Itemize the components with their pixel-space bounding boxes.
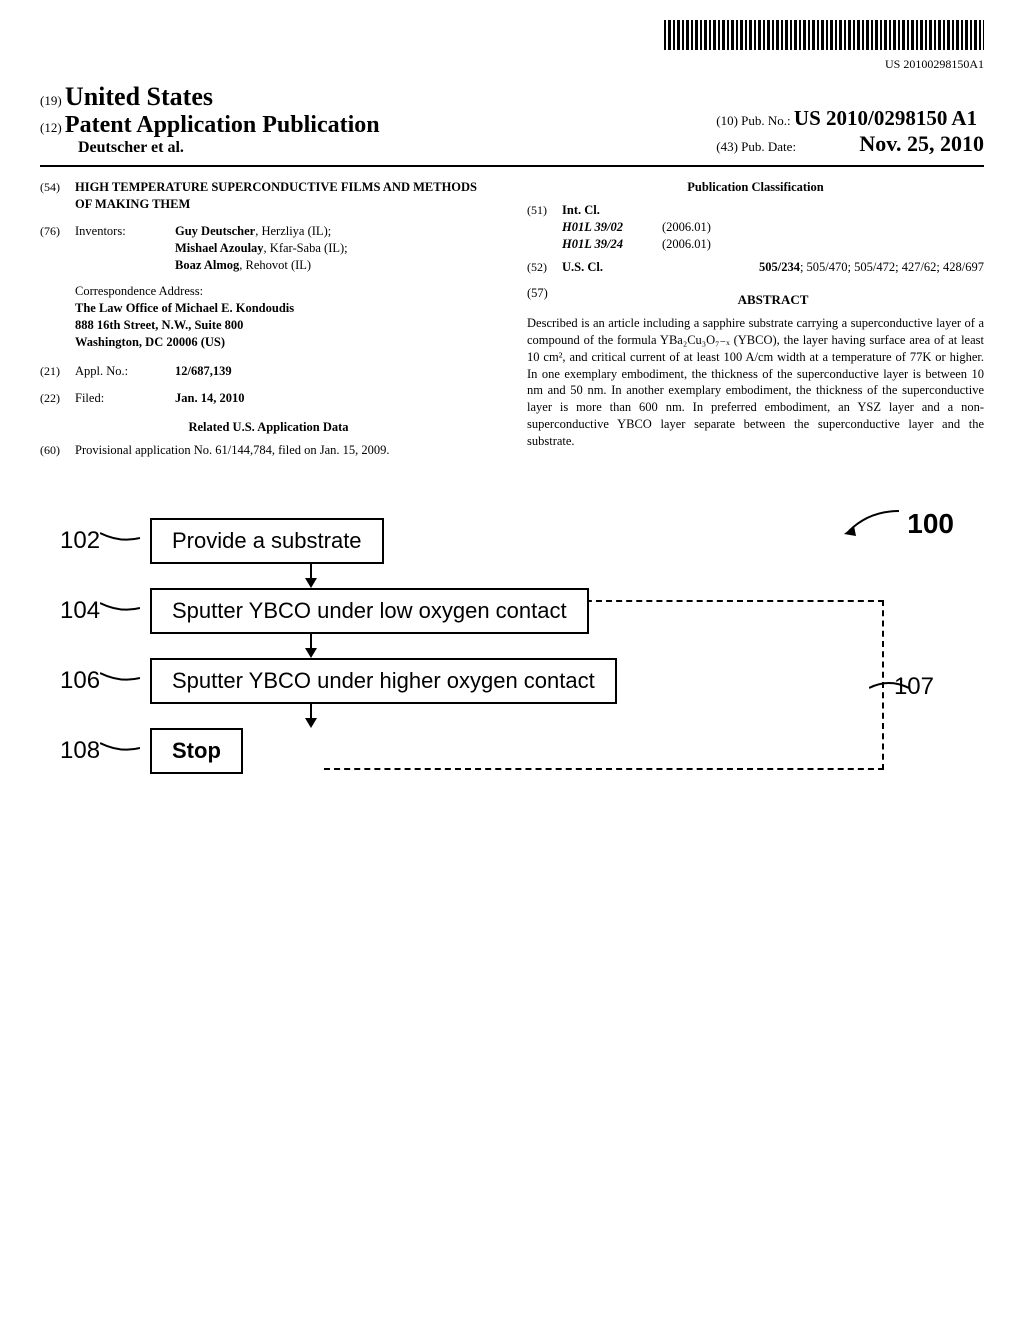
pub-type: Patent Application Publication — [65, 112, 380, 138]
pubdate-code: (43) — [716, 139, 738, 154]
flow-arrow — [305, 634, 984, 658]
inventor-loc: , Kfar-Saba (IL); — [264, 241, 348, 255]
title-field: (54) HIGH TEMPERATURE SUPERCONDUCTIVE FI… — [40, 179, 497, 213]
patent-title: HIGH TEMPERATURE SUPERCONDUCTIVE FILMS A… — [75, 179, 497, 213]
pubno-label: Pub. No.: — [741, 113, 790, 128]
inventor-name: Guy Deutscher — [175, 224, 255, 238]
pub-type-line: (12) Patent Application Publication — [40, 112, 380, 139]
classification-heading: Publication Classification — [527, 179, 984, 196]
related-heading: Related U.S. Application Data — [40, 419, 497, 436]
right-column: Publication Classification (51) Int. Cl.… — [527, 179, 984, 468]
flow-num: 104 — [60, 597, 100, 625]
correspondence-line: The Law Office of Michael E. Kondoudis — [75, 300, 497, 317]
country-name: United States — [65, 82, 213, 111]
intcl-label: Int. Cl. — [562, 202, 622, 219]
inventor-loc: , Herzliya (IL); — [255, 224, 331, 238]
flow-num: 106 — [60, 667, 100, 695]
filed-date: Jan. 14, 2010 — [175, 390, 497, 407]
applno: 12/687,139 — [175, 363, 497, 380]
intcl-code-val: H01L 39/02 — [562, 219, 662, 236]
uscl-code: (52) — [527, 259, 562, 276]
intcl-year: (2006.01) — [662, 236, 711, 253]
flow-arrow — [305, 704, 984, 728]
title-right: (10) Pub. No.: US 2010/0298150 A1 (43) P… — [716, 106, 984, 157]
lead-line-icon — [100, 598, 140, 618]
abstract-code: (57) — [527, 285, 562, 315]
flow-step: 102 Provide a substrate — [150, 518, 984, 564]
correspondence-block: Correspondence Address: The Law Office o… — [75, 283, 497, 351]
barcode-header: US 20100298150A1 — [40, 20, 984, 72]
correspondence-line: 888 16th Street, N.W., Suite 800 — [75, 317, 497, 334]
intcl-year: (2006.01) — [662, 219, 711, 236]
abstract-heading: ABSTRACT — [562, 291, 984, 309]
intcl-code: (51) — [527, 202, 562, 219]
abstract-header-row: (57) ABSTRACT — [527, 285, 984, 315]
authors: Deutscher et al. — [78, 139, 380, 157]
provisional-text: Provisional application No. 61/144,784, … — [75, 442, 497, 459]
inventors-field: (76) Inventors: Guy Deutscher, Herzliya … — [40, 223, 497, 274]
intcl-row: (51) Int. Cl. — [527, 202, 984, 219]
flowchart: 100 107 102 Provide a substrate 104 Sput… — [40, 518, 984, 774]
intcl-list: H01L 39/02(2006.01) H01L 39/24(2006.01) — [562, 219, 984, 253]
flow-box: Stop — [150, 728, 243, 774]
left-column: (54) HIGH TEMPERATURE SUPERCONDUCTIVE FI… — [40, 179, 497, 468]
applno-label: Appl. No.: — [75, 363, 175, 380]
filed-field: (22) Filed: Jan. 14, 2010 — [40, 390, 497, 407]
correspondence-line: Washington, DC 20006 (US) — [75, 334, 497, 351]
barcode-graphic — [664, 20, 984, 50]
country-line: (19) United States — [40, 82, 380, 112]
inventors-code: (76) — [40, 223, 75, 274]
country-code: (19) — [40, 93, 62, 108]
inventors-label: Inventors: — [75, 223, 175, 274]
pubdate-line: (43) Pub. Date: Nov. 25, 2010 — [716, 131, 984, 157]
uscl-codes: 505/234; 505/470; 505/472; 427/62; 428/6… — [622, 259, 984, 276]
applno-code: (21) — [40, 363, 75, 380]
flow-box: Sputter YBCO under low oxygen contact — [150, 588, 589, 634]
pubno: US 2010/0298150 A1 — [794, 106, 977, 130]
flow-box: Sputter YBCO under higher oxygen contact — [150, 658, 617, 704]
pubno-code: (10) — [716, 113, 738, 128]
inventor-loc: , Rehovot (IL) — [239, 258, 311, 272]
flow-num: 108 — [60, 737, 100, 765]
pubdate-label: Pub. Date: — [741, 139, 796, 154]
pubdate: Nov. 25, 2010 — [859, 131, 984, 156]
lead-line-icon — [100, 738, 140, 758]
flow-arrow — [305, 564, 984, 588]
lead-line-icon — [100, 528, 140, 548]
provisional-field: (60) Provisional application No. 61/144,… — [40, 442, 497, 459]
title-code: (54) — [40, 179, 75, 213]
barcode-text: US 20100298150A1 — [40, 57, 984, 72]
intcl-code-val: H01L 39/24 — [562, 236, 662, 253]
uscl-row: (52) U.S. Cl. 505/234; 505/470; 505/472;… — [527, 259, 984, 276]
lead-line-icon — [100, 668, 140, 688]
inventors-list: Guy Deutscher, Herzliya (IL); Mishael Az… — [175, 223, 497, 274]
title-left: (19) United States (12) Patent Applicati… — [40, 82, 380, 157]
applno-field: (21) Appl. No.: 12/687,139 — [40, 363, 497, 380]
inventor-name: Mishael Azoulay — [175, 241, 264, 255]
pub-code: (12) — [40, 120, 62, 135]
pubno-line: (10) Pub. No.: US 2010/0298150 A1 — [716, 106, 984, 131]
inventor-name: Boaz Almog — [175, 258, 239, 272]
provisional-code: (60) — [40, 442, 75, 459]
uscl-label: U.S. Cl. — [562, 259, 622, 276]
flow-box: Provide a substrate — [150, 518, 384, 564]
filed-code: (22) — [40, 390, 75, 407]
correspondence-label: Correspondence Address: — [75, 283, 497, 300]
filed-label: Filed: — [75, 390, 175, 407]
title-row: (19) United States (12) Patent Applicati… — [40, 82, 984, 167]
abstract-text: Described is an article including a sapp… — [527, 315, 984, 450]
body-columns: (54) HIGH TEMPERATURE SUPERCONDUCTIVE FI… — [40, 179, 984, 468]
flow-num: 102 — [60, 527, 100, 555]
